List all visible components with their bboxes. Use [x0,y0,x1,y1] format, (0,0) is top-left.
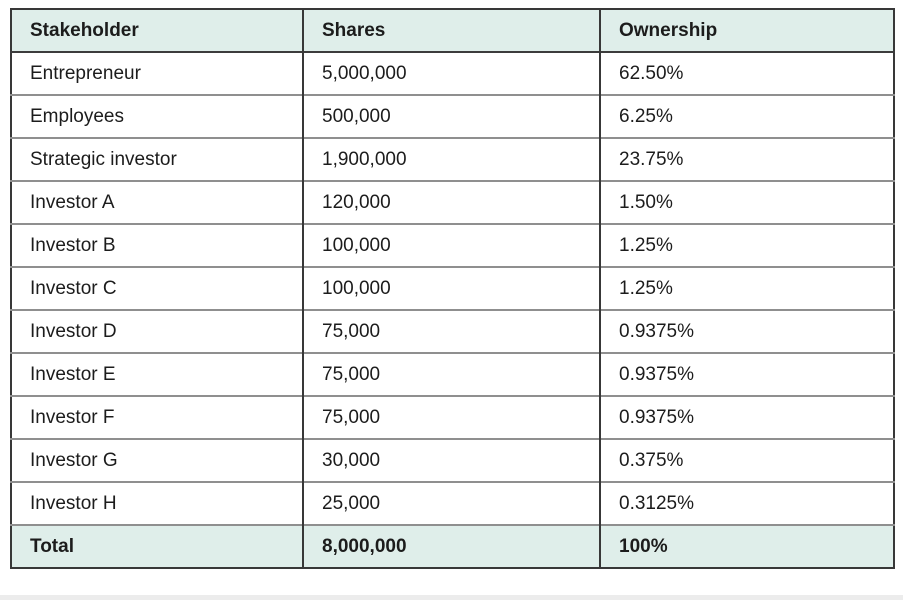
column-header-ownership: Ownership [599,9,894,52]
cell-shares: 500,000 [302,94,600,138]
cell-stakeholder: Entrepreneur [11,51,303,95]
cell-ownership: 62.50% [599,51,894,95]
cell-ownership: 1.50% [599,180,894,224]
cell-ownership: 0.9375% [599,352,894,396]
cell-stakeholder: Investor F [11,395,303,439]
cell-total-label: Total [11,524,303,568]
cell-shares: 100,000 [302,266,600,310]
cell-stakeholder: Employees [11,94,303,138]
cap-table-container: Stakeholder Shares Ownership Entrepreneu… [10,8,895,569]
column-header-stakeholder: Stakeholder [11,9,303,52]
cell-ownership: 6.25% [599,94,894,138]
cell-shares: 25,000 [302,481,600,525]
table-header: Stakeholder Shares Ownership [11,9,894,52]
cell-shares: 100,000 [302,223,600,267]
cell-stakeholder: Strategic investor [11,137,303,181]
table-row: Investor D 75,000 0.9375% [11,309,894,353]
cell-total-ownership: 100% [599,524,894,568]
cell-ownership: 0.9375% [599,309,894,353]
cell-ownership: 0.3125% [599,481,894,525]
cell-stakeholder: Investor G [11,438,303,482]
table-row: Investor B 100,000 1.25% [11,223,894,267]
cell-shares: 75,000 [302,395,600,439]
cell-stakeholder: Investor H [11,481,303,525]
cell-shares: 75,000 [302,352,600,396]
cell-ownership: 1.25% [599,223,894,267]
column-header-shares: Shares [302,9,600,52]
cell-stakeholder: Investor E [11,352,303,396]
table-row: Employees 500,000 6.25% [11,94,894,138]
cell-shares: 5,000,000 [302,51,600,95]
cell-stakeholder: Investor C [11,266,303,310]
cell-shares: 75,000 [302,309,600,353]
table-row: Investor F 75,000 0.9375% [11,395,894,439]
table-row: Investor H 25,000 0.3125% [11,481,894,525]
page-bottom-strip [0,595,903,600]
cell-stakeholder: Investor A [11,180,303,224]
cell-ownership: 23.75% [599,137,894,181]
cell-ownership: 0.375% [599,438,894,482]
cell-shares: 120,000 [302,180,600,224]
table-row: Strategic investor 1,900,000 23.75% [11,137,894,181]
cell-shares: 30,000 [302,438,600,482]
table-row: Investor A 120,000 1.50% [11,180,894,224]
cap-table: Stakeholder Shares Ownership Entrepreneu… [10,8,895,569]
cell-ownership: 1.25% [599,266,894,310]
table-body: Entrepreneur 5,000,000 62.50% Employees … [11,51,894,568]
table-row: Entrepreneur 5,000,000 62.50% [11,51,894,95]
cell-shares: 1,900,000 [302,137,600,181]
cell-stakeholder: Investor D [11,309,303,353]
table-row: Investor C 100,000 1.25% [11,266,894,310]
total-row: Total 8,000,000 100% [11,524,894,568]
header-row: Stakeholder Shares Ownership [11,9,894,52]
cell-ownership: 0.9375% [599,395,894,439]
cell-total-shares: 8,000,000 [302,524,600,568]
table-row: Investor E 75,000 0.9375% [11,352,894,396]
table-row: Investor G 30,000 0.375% [11,438,894,482]
cell-stakeholder: Investor B [11,223,303,267]
